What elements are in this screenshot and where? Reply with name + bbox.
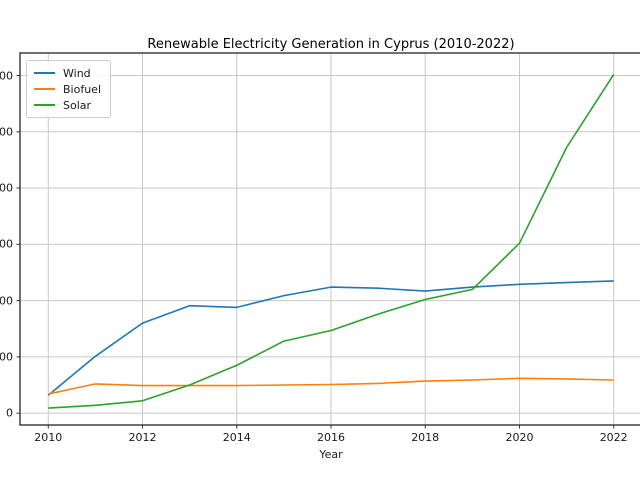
legend: Wind Biofuel Solar [26, 60, 112, 118]
x-tick-label: 2014 [222, 431, 251, 444]
wind-line-swatch [34, 72, 55, 74]
legend-label-wind: Wind [63, 66, 91, 80]
solar-line [48, 73, 615, 409]
legend-item-wind: Wind [34, 65, 101, 81]
legend-label-solar: Solar [63, 98, 92, 112]
y-tick-label: 600 [0, 69, 13, 82]
y-tick-label: 500 [0, 125, 13, 139]
legend-item-solar: Solar [34, 97, 101, 113]
x-tick-label: 2022 [599, 431, 628, 444]
wind-line [47, 280, 614, 396]
y-tick-label: 400 [0, 181, 13, 195]
y-tick-label: 0 [6, 406, 13, 420]
x-tick-label: 2016 [317, 431, 345, 444]
x-tick-label: 2012 [128, 431, 157, 444]
y-tick-label: 100 [0, 350, 13, 364]
axes-border [19, 52, 640, 426]
chart-title: Renewable Electricity Generation in Cypr… [147, 37, 515, 52]
x-tick-label: 2020 [505, 431, 534, 444]
legend-label-biofuel: Biofuel [63, 82, 102, 96]
x-axis-label: Year [319, 448, 343, 461]
x-tick-label: 2010 [34, 431, 63, 444]
y-tick-label: 200 [0, 294, 13, 308]
x-tick-label: 2018 [411, 431, 440, 444]
biofuel-line-swatch [34, 88, 55, 90]
y-tick-label: 300 [0, 237, 13, 251]
biofuel-line [48, 377, 614, 395]
legend-item-biofuel: Biofuel [34, 81, 101, 97]
solar-line-swatch [34, 104, 55, 106]
